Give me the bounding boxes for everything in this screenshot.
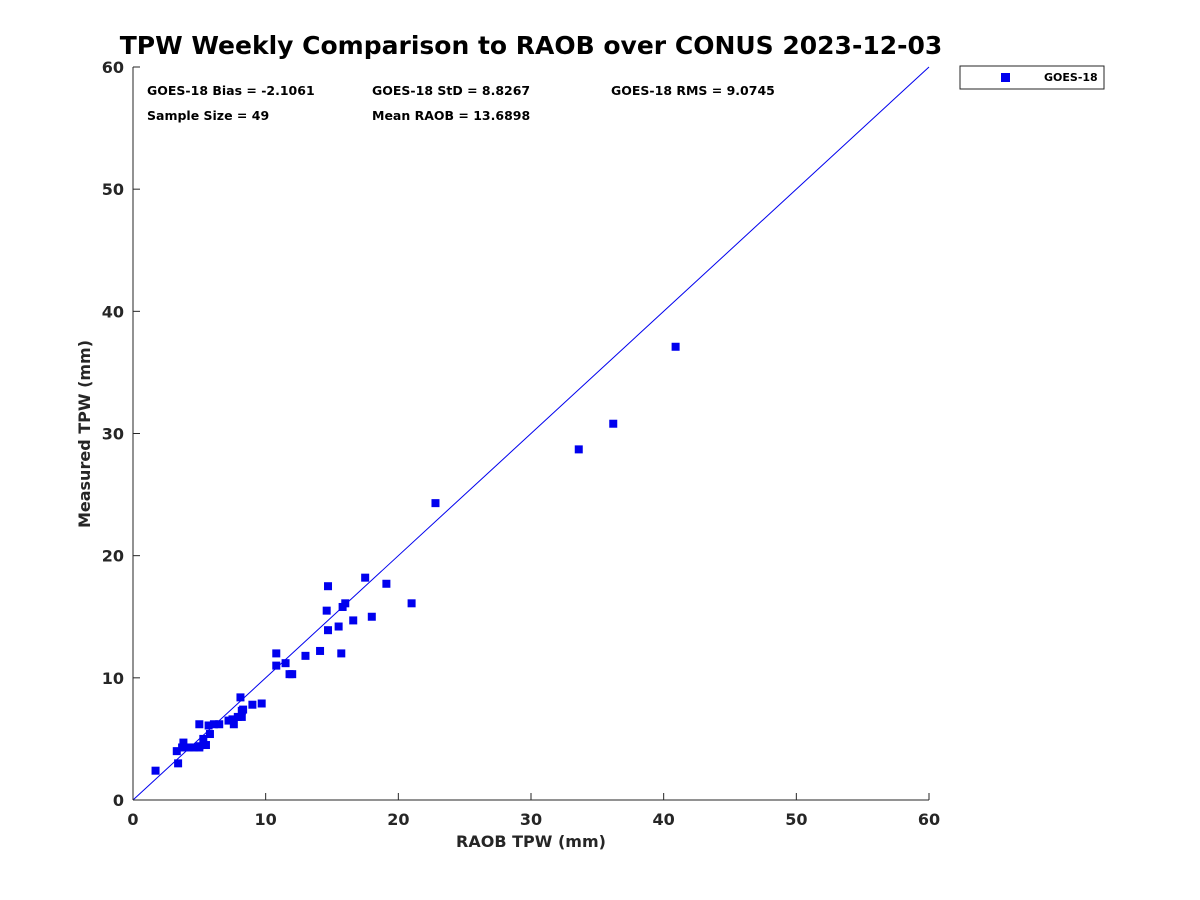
- data-point: [209, 720, 218, 729]
- data-point: [407, 599, 416, 608]
- sample-size-stat: Sample Size = 49: [147, 108, 269, 123]
- rms-stat: GOES-18 RMS = 9.0745: [611, 83, 775, 98]
- data-point: [337, 649, 346, 658]
- data-point: [172, 747, 181, 756]
- plot-area: 0 10 20 30 40 50 60 0 10 20 30 40 50 60: [102, 58, 940, 829]
- y-tick-label: 60: [102, 58, 124, 77]
- data-point: [228, 715, 237, 724]
- y-tick-label: 20: [102, 547, 124, 566]
- legend: GOES-18: [959, 65, 1105, 90]
- x-tick-label: 20: [387, 810, 409, 829]
- data-point: [215, 720, 224, 729]
- data-point: [281, 659, 290, 668]
- data-point: [324, 582, 333, 591]
- y-tick-label: 40: [102, 302, 124, 321]
- data-point: [272, 649, 281, 658]
- y-axis-ticks: 0 10 20 30 40 50 60: [102, 58, 140, 810]
- data-point: [233, 712, 242, 721]
- x-tick-label: 50: [785, 810, 807, 829]
- data-point: [174, 759, 183, 768]
- data-point: [288, 670, 297, 679]
- x-tick-label: 10: [255, 810, 277, 829]
- bias-stat: GOES-18 Bias = -2.1061: [147, 83, 315, 98]
- y-tick-label: 50: [102, 180, 124, 199]
- data-point: [190, 743, 199, 752]
- data-point: [609, 419, 618, 428]
- one-to-one-line: [132, 66, 930, 801]
- std-stat: GOES-18 StD = 8.8267: [372, 83, 530, 98]
- data-point: [671, 342, 680, 351]
- data-point: [316, 646, 325, 655]
- data-points: [151, 342, 680, 775]
- data-point: [574, 445, 583, 454]
- data-point: [382, 579, 391, 588]
- data-point: [229, 720, 238, 729]
- chart-title: TPW Weekly Comparison to RAOB over CONUS…: [120, 31, 943, 60]
- data-point: [334, 622, 343, 631]
- x-tick-label: 60: [918, 810, 940, 829]
- data-point: [178, 743, 187, 752]
- y-tick-label: 0: [113, 791, 124, 810]
- y-tick-label: 30: [102, 425, 124, 444]
- legend-label: GOES-18: [1044, 71, 1098, 84]
- y-tick-label: 10: [102, 669, 124, 688]
- data-point: [367, 612, 376, 621]
- data-point: [361, 573, 370, 582]
- y-axis-label: Measured TPW (mm): [75, 340, 94, 528]
- data-point: [184, 743, 193, 752]
- data-point: [195, 720, 204, 729]
- x-tick-label: 30: [520, 810, 542, 829]
- legend-box: [959, 65, 1105, 90]
- data-point: [248, 700, 257, 709]
- data-point: [199, 734, 208, 743]
- data-point: [236, 693, 245, 702]
- mean-raob-stat: Mean RAOB = 13.6898: [372, 108, 530, 123]
- data-point: [204, 721, 213, 730]
- legend-marker: [1001, 73, 1010, 82]
- data-point: [257, 699, 266, 708]
- data-point: [201, 741, 210, 750]
- data-point: [195, 742, 204, 751]
- data-point: [272, 661, 281, 670]
- data-point: [349, 616, 358, 625]
- data-point: [151, 766, 160, 775]
- data-point: [324, 626, 333, 635]
- x-axis-label: RAOB TPW (mm): [456, 832, 606, 851]
- data-point: [301, 651, 310, 660]
- x-axis-ticks: 0 10 20 30 40 50 60: [127, 793, 940, 829]
- data-point: [179, 738, 188, 747]
- data-point: [341, 599, 350, 608]
- data-point: [431, 499, 440, 508]
- data-point: [322, 606, 331, 615]
- data-point: [239, 705, 248, 714]
- x-tick-label: 40: [653, 810, 675, 829]
- data-point: [205, 730, 214, 739]
- x-tick-label: 0: [127, 810, 138, 829]
